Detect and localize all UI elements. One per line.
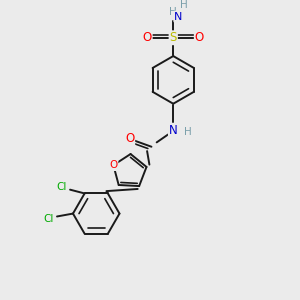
Text: N: N (174, 11, 183, 22)
Text: O: O (109, 160, 118, 170)
Text: H: H (180, 0, 188, 10)
Text: O: O (125, 132, 134, 146)
Text: N: N (169, 124, 178, 137)
Text: O: O (195, 31, 204, 44)
Text: S: S (169, 31, 177, 44)
Text: H: H (184, 128, 192, 137)
Text: H: H (169, 8, 177, 17)
Text: Cl: Cl (56, 182, 67, 192)
Text: O: O (142, 31, 152, 44)
Text: Cl: Cl (43, 214, 53, 224)
